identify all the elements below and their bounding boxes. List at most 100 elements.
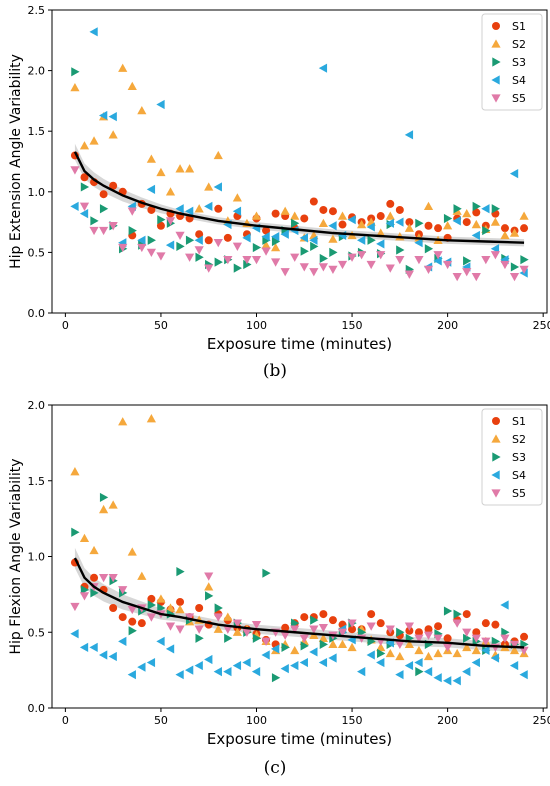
data-point-s2 xyxy=(490,217,500,226)
data-point-s1 xyxy=(520,632,529,641)
data-point-s5 xyxy=(137,243,147,253)
x-tick-label: 0 xyxy=(62,319,69,332)
legend-label-s5: S5 xyxy=(512,92,526,105)
y-tick-label: 1.0 xyxy=(28,551,46,564)
data-point-s5 xyxy=(242,255,252,265)
data-point-s4 xyxy=(366,222,375,232)
data-point-s4 xyxy=(223,667,232,677)
data-point-s2 xyxy=(79,141,90,150)
data-point-s3 xyxy=(195,633,204,643)
fit-confidence-band xyxy=(74,547,525,652)
data-point-s3 xyxy=(367,235,376,245)
data-point-s3 xyxy=(176,567,185,577)
data-point-s5 xyxy=(127,605,137,615)
data-point-s2 xyxy=(385,211,395,220)
data-point-s2 xyxy=(127,81,137,91)
data-point-s3 xyxy=(157,215,166,225)
data-point-s2 xyxy=(213,624,223,633)
data-point-s1 xyxy=(262,226,271,235)
data-point-s4 xyxy=(318,63,328,73)
data-point-s2 xyxy=(232,627,242,636)
data-point-s3 xyxy=(501,627,510,637)
data-point-s5 xyxy=(414,255,424,265)
data-point-s4 xyxy=(108,651,117,662)
data-point-s2 xyxy=(185,164,195,173)
data-point-s2 xyxy=(500,230,510,240)
y-tick-label: 2.5 xyxy=(28,4,46,17)
data-point-s5 xyxy=(366,260,376,270)
x-tick-label: 200 xyxy=(437,714,458,727)
data-point-s4 xyxy=(89,642,98,652)
data-point-s2 xyxy=(462,209,472,218)
data-point-s5 xyxy=(89,226,99,236)
data-point-s4 xyxy=(79,209,89,219)
x-tick-label: 250 xyxy=(533,714,550,727)
x-axis-label: Exposure time (minutes) xyxy=(207,335,392,353)
data-point-s2 xyxy=(423,651,434,661)
data-point-s2 xyxy=(204,582,214,591)
data-point-s4 xyxy=(414,657,423,668)
data-point-s4 xyxy=(433,673,442,683)
data-point-s3 xyxy=(271,236,281,247)
data-point-s5 xyxy=(471,272,481,282)
data-point-s1 xyxy=(195,230,204,239)
data-point-s5 xyxy=(423,265,434,274)
data-point-s3 xyxy=(214,257,223,267)
data-point-s5 xyxy=(443,643,453,652)
data-point-s2 xyxy=(471,645,481,655)
data-point-s3 xyxy=(214,603,223,613)
data-point-s3 xyxy=(147,600,156,610)
data-point-s2 xyxy=(165,187,176,196)
data-point-s4 xyxy=(509,660,519,671)
data-point-s2 xyxy=(376,642,386,652)
data-point-s4 xyxy=(376,657,385,668)
data-point-s4 xyxy=(481,645,490,656)
data-point-s3 xyxy=(310,615,319,625)
data-point-s1 xyxy=(109,604,118,613)
axes-frame xyxy=(51,9,548,314)
data-point-s3 xyxy=(443,213,453,224)
fit-line xyxy=(73,557,525,649)
data-point-s5 xyxy=(462,628,472,637)
data-point-s4 xyxy=(118,636,127,646)
data-point-s2 xyxy=(271,242,281,252)
data-point-s4 xyxy=(79,642,89,652)
data-point-s4 xyxy=(213,667,222,677)
data-point-s2 xyxy=(462,642,472,652)
hip-flexion-chart: 0 50 100 150 200 250 0.0 0.5 1.0 1.5 2.0 Exposure t… xyxy=(8,399,550,748)
data-point-s1 xyxy=(319,610,328,619)
data-point-s4 xyxy=(213,182,222,192)
data-point-s4 xyxy=(271,232,280,242)
data-point-s3 xyxy=(252,242,262,253)
data-point-s1 xyxy=(424,625,433,634)
data-point-s3 xyxy=(319,253,328,264)
legend-marker-s1 xyxy=(492,22,500,30)
legend-marker-s3 xyxy=(492,57,501,67)
data-point-s3 xyxy=(491,636,500,646)
data-point-s2 xyxy=(509,645,520,655)
data-point-s1 xyxy=(472,208,481,217)
y-tick-label: 1.5 xyxy=(28,475,46,488)
legend-label-s2: S2 xyxy=(512,433,526,446)
data-point-s4 xyxy=(261,650,270,660)
y-axis-label: Hip Extension Angle Variability xyxy=(8,54,24,269)
data-point-s2 xyxy=(328,639,338,649)
data-point-s4 xyxy=(232,206,242,216)
data-point-s3 xyxy=(291,218,300,228)
data-point-s4 xyxy=(89,27,98,37)
x-tick-label: 100 xyxy=(246,319,267,332)
data-point-s1 xyxy=(395,205,404,214)
data-point-s1 xyxy=(309,197,318,206)
data-point-s4 xyxy=(271,644,280,654)
data-point-s3 xyxy=(310,241,319,251)
data-point-s5 xyxy=(385,625,395,634)
data-point-s5 xyxy=(280,268,290,277)
data-point-s3 xyxy=(291,618,300,628)
data-point-s2 xyxy=(395,651,405,661)
x-tick-label: 50 xyxy=(154,319,168,332)
data-point-s4 xyxy=(357,235,366,245)
data-point-s2 xyxy=(443,221,453,230)
data-point-s4 xyxy=(165,644,175,654)
data-point-s1 xyxy=(500,224,509,233)
data-point-s4 xyxy=(185,665,194,675)
